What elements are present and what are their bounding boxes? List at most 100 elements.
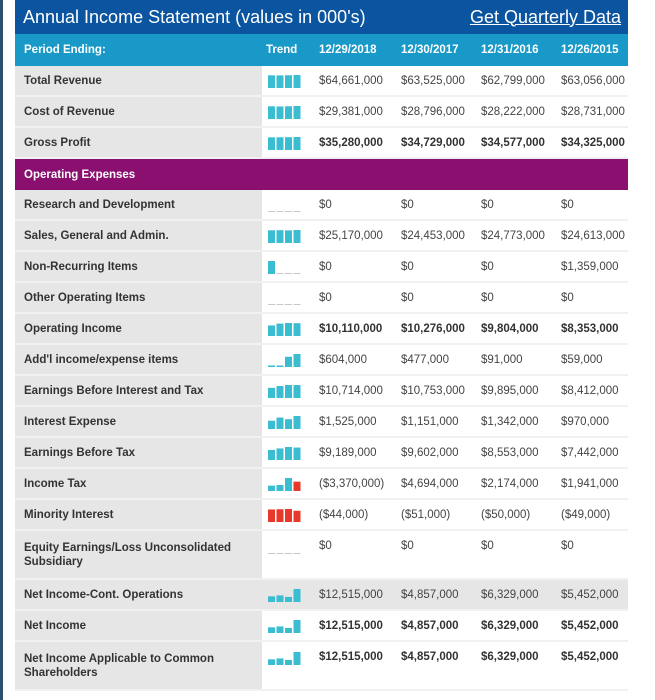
value-cell: $0 bbox=[552, 282, 628, 314]
trend-bar bbox=[293, 588, 301, 602]
table-row: Total Revenue $64,661,000 $63,525,000 $62,7… bbox=[15, 66, 628, 97]
trend-bar bbox=[293, 74, 301, 88]
value-cell: $24,453,000 bbox=[392, 220, 472, 252]
trend-bar bbox=[268, 303, 275, 305]
value-cell: $6,329,000 bbox=[472, 641, 552, 691]
trend-sparkline-icon bbox=[268, 353, 301, 367]
trend-bar bbox=[268, 260, 275, 274]
value-cell: $604,000 bbox=[310, 344, 392, 376]
period-ending-header: Period Ending: bbox=[15, 34, 262, 66]
table-row: Non-Recurring Items $0 $0 $0 $1,359,000 bbox=[15, 251, 628, 283]
column-header-row: Period Ending: Trend 12/29/2018 12/30/20… bbox=[15, 34, 628, 66]
date-header: 12/31/2016 bbox=[472, 34, 552, 66]
value-cell: $25,170,000 bbox=[310, 220, 392, 252]
value-cell: $0 bbox=[552, 530, 628, 580]
trend-bar bbox=[276, 303, 284, 305]
row-label: Total Revenue bbox=[15, 66, 262, 97]
trend-bar bbox=[293, 553, 301, 554]
trend-sparkline-icon bbox=[268, 229, 301, 243]
value-cell: $0 bbox=[392, 190, 472, 221]
trend-bar bbox=[293, 272, 301, 274]
value-cell: $0 bbox=[472, 251, 552, 283]
value-cell: $7,442,000 bbox=[552, 437, 628, 469]
trend-bar bbox=[293, 510, 301, 522]
value-cell: ($51,000) bbox=[392, 499, 472, 531]
value-cell: $12,515,000 bbox=[310, 579, 392, 611]
trend-cell bbox=[262, 641, 310, 691]
value-cell: ($44,000) bbox=[310, 499, 392, 531]
trend-bar bbox=[276, 385, 284, 398]
value-cell: $62,799,000 bbox=[472, 66, 552, 97]
trend-bar bbox=[285, 384, 292, 398]
value-cell: $12,515,000 bbox=[310, 610, 392, 642]
row-label: Equity Earnings/Loss Unconsolidated Subs… bbox=[15, 530, 262, 580]
value-cell: ($49,000) bbox=[552, 499, 628, 531]
trend-header: Trend bbox=[262, 34, 310, 66]
trend-sparkline-icon bbox=[268, 652, 301, 665]
value-cell: $477,000 bbox=[392, 344, 472, 376]
trend-sparkline-icon bbox=[268, 74, 301, 88]
value-cell: $28,731,000 bbox=[552, 96, 628, 128]
trend-bar bbox=[268, 659, 275, 665]
trend-bar bbox=[285, 136, 292, 150]
trend-bar bbox=[268, 449, 275, 460]
value-cell: $9,602,000 bbox=[392, 437, 472, 469]
trend-bar bbox=[293, 652, 301, 665]
value-cell: $5,452,000 bbox=[552, 579, 628, 611]
value-cell: $0 bbox=[392, 251, 472, 283]
trend-bar bbox=[293, 105, 301, 119]
value-cell: $10,110,000 bbox=[310, 313, 392, 345]
trend-bar bbox=[276, 508, 284, 522]
trend-bar bbox=[268, 105, 275, 119]
value-cell: $12,515,000 bbox=[310, 641, 392, 691]
value-cell: $0 bbox=[552, 190, 628, 221]
value-cell: $1,525,000 bbox=[310, 406, 392, 438]
trend-bar bbox=[268, 365, 275, 367]
income-statement-panel: Annual Income Statement (values in 000's… bbox=[15, 0, 628, 691]
value-cell: $0 bbox=[472, 282, 552, 314]
value-cell: $4,694,000 bbox=[392, 468, 472, 500]
trend-bar bbox=[293, 136, 301, 150]
trend-bar bbox=[285, 596, 292, 602]
row-label: Earnings Before Interest and Tax bbox=[15, 375, 262, 407]
trend-bar bbox=[285, 105, 292, 119]
trend-bar bbox=[276, 272, 284, 274]
section-row: Operating Expenses bbox=[15, 158, 628, 190]
trend-bar bbox=[276, 210, 284, 212]
trend-bar bbox=[268, 229, 275, 243]
table-row: Operating Income $10,110,000 $10,276,000 $9… bbox=[15, 312, 628, 345]
row-label: Sales, General and Admin. bbox=[15, 220, 262, 252]
get-quarterly-data-link[interactable]: Get Quarterly Data bbox=[469, 6, 621, 27]
trend-bar bbox=[285, 272, 292, 274]
value-cell: $24,613,000 bbox=[552, 220, 628, 252]
trend-cell bbox=[262, 406, 310, 438]
trend-bar bbox=[285, 418, 292, 429]
table-row: Other Operating Items $0 $0 $0 $0 bbox=[15, 282, 628, 314]
table-row: Net Income Applicable to Common Sharehol… bbox=[15, 640, 628, 691]
trend-bar bbox=[276, 625, 284, 633]
trend-bar bbox=[293, 447, 301, 460]
trend-bar bbox=[293, 415, 301, 429]
value-cell: $9,804,000 bbox=[472, 313, 552, 345]
row-label: Operating Income bbox=[15, 312, 262, 345]
trend-sparkline-icon bbox=[268, 303, 301, 305]
trend-bar bbox=[293, 322, 301, 336]
value-cell: $34,729,000 bbox=[392, 127, 472, 159]
table-row: Research and Development $0 $0 $0 $0 bbox=[15, 190, 628, 221]
value-cell: $28,222,000 bbox=[472, 96, 552, 128]
value-cell: $0 bbox=[472, 530, 552, 580]
trend-cell bbox=[262, 468, 310, 500]
value-cell: $10,753,000 bbox=[392, 375, 472, 407]
row-label: Gross Profit bbox=[15, 126, 262, 159]
trend-bar bbox=[268, 595, 275, 602]
trend-bar bbox=[276, 323, 284, 336]
trend-bar bbox=[276, 365, 284, 367]
trend-cell bbox=[262, 344, 310, 376]
table-row: Cost of Revenue $29,381,000 $28,796,000 $28… bbox=[15, 96, 628, 128]
window-edge bbox=[0, 0, 3, 700]
trend-bar bbox=[276, 658, 284, 665]
trend-sparkline-icon bbox=[268, 260, 301, 274]
trend-sparkline-icon bbox=[268, 477, 301, 491]
trend-sparkline-icon bbox=[268, 446, 301, 460]
table-row: Sales, General and Admin. $25,170,000 $24,… bbox=[15, 220, 628, 252]
